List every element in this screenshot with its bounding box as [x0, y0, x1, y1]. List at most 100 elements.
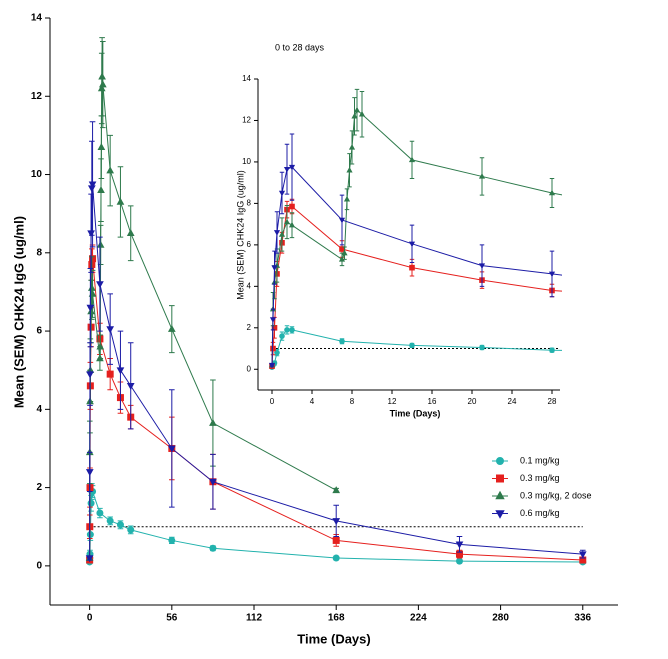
- data-point: [338, 256, 346, 262]
- y-tick-label: 14: [242, 74, 251, 83]
- data-point: [409, 264, 415, 271]
- data-point: [269, 317, 277, 323]
- data-point: [209, 418, 217, 426]
- legend-marker: [492, 510, 508, 519]
- legend-marker: [492, 490, 508, 500]
- y-tick-label: 6: [36, 326, 42, 337]
- data-point: [209, 478, 217, 486]
- data-point: [271, 265, 278, 272]
- series-line: [271, 109, 562, 366]
- x-axis-title: Time (Days): [297, 631, 370, 646]
- data-point: [332, 518, 341, 526]
- x-tick-label: 8: [350, 397, 355, 406]
- data-point: [343, 195, 351, 202]
- data-point: [96, 509, 104, 517]
- data-point: [351, 112, 358, 119]
- data-point: [270, 345, 276, 352]
- y-tick-label: 14: [31, 13, 43, 24]
- y-tick-label: 2: [247, 323, 252, 332]
- data-point: [455, 541, 464, 549]
- x-tick-label: 20: [468, 397, 477, 406]
- data-point: [168, 536, 176, 544]
- y-tick-label: 8: [247, 199, 252, 208]
- data-point: [338, 217, 346, 224]
- data-point: [85, 555, 94, 563]
- y-tick-label: 0: [36, 561, 42, 572]
- legend-label: 0.6 mg/kg: [520, 508, 560, 518]
- legend-label: 0.1 mg/kg: [520, 455, 560, 465]
- x-tick-label: 12: [388, 397, 397, 406]
- series-line: [89, 184, 583, 559]
- data-point: [339, 338, 345, 345]
- data-point: [339, 246, 345, 252]
- y-tick-label: 8: [36, 247, 42, 258]
- data-point: [408, 241, 416, 248]
- inset-y-axis-title: Mean (SEM) CHK24 IgG (ug/ml): [235, 170, 245, 300]
- x-tick-label: 4: [310, 397, 315, 406]
- x-tick-label: 336: [574, 613, 591, 624]
- inset-x-axis-title: Time (Days): [390, 408, 441, 418]
- data-point: [87, 185, 96, 193]
- data-point: [289, 327, 295, 333]
- data-point: [97, 185, 105, 193]
- data-point: [126, 229, 135, 237]
- x-tick-label: 56: [166, 613, 178, 624]
- data-point: [289, 203, 295, 210]
- inset-title: 0 to 28 days: [275, 42, 325, 52]
- data-point: [85, 469, 94, 477]
- y-tick-label: 10: [242, 157, 251, 166]
- y-tick-label: 2: [36, 482, 42, 493]
- data-point: [278, 231, 286, 237]
- data-point: [346, 166, 353, 173]
- legend-label: 0.3 mg/kg, 2 dose: [520, 490, 592, 500]
- data-point: [96, 281, 104, 289]
- data-point: [549, 347, 555, 354]
- data-point: [209, 544, 217, 552]
- y-tick-label: 4: [36, 404, 42, 415]
- series-line: [271, 205, 562, 367]
- data-point: [96, 342, 105, 350]
- data-point: [167, 324, 176, 332]
- data-point: [479, 344, 485, 351]
- data-point: [98, 80, 107, 88]
- y-tick-label: 12: [242, 116, 251, 125]
- x-tick-label: 224: [410, 613, 427, 624]
- data-point: [283, 166, 291, 173]
- legend-marker: [492, 457, 508, 465]
- legend-label: 0.3 mg/kg: [520, 473, 560, 483]
- data-point: [288, 164, 296, 171]
- plot-area: [268, 88, 562, 370]
- data-point: [106, 517, 114, 525]
- data-point: [548, 189, 556, 196]
- y-tick-label: 6: [247, 240, 252, 249]
- y-tick-label: 4: [247, 281, 252, 290]
- data-point: [478, 173, 486, 179]
- data-point: [87, 499, 95, 507]
- data-point: [353, 106, 361, 113]
- data-point: [96, 240, 105, 248]
- data-point: [284, 327, 290, 333]
- data-point: [106, 326, 115, 334]
- plot-area: [85, 37, 587, 566]
- data-point: [578, 551, 587, 559]
- legend-marker: [492, 474, 508, 483]
- data-point: [86, 304, 95, 312]
- data-point: [332, 486, 341, 494]
- x-tick-label: 24: [508, 397, 517, 406]
- series-line: [271, 166, 562, 366]
- x-tick-label: 0: [270, 397, 275, 406]
- data-point: [455, 557, 463, 565]
- data-point: [408, 156, 416, 163]
- data-point: [106, 370, 114, 378]
- data-point: [548, 271, 556, 278]
- y-tick-label: 0: [247, 364, 252, 373]
- y-tick-label: 12: [31, 91, 43, 102]
- data-point: [86, 531, 94, 539]
- data-point: [478, 263, 486, 269]
- data-point: [409, 342, 415, 349]
- data-point: [279, 333, 285, 339]
- data-point: [332, 536, 340, 544]
- data-point: [87, 230, 95, 238]
- x-tick-label: 280: [492, 613, 509, 624]
